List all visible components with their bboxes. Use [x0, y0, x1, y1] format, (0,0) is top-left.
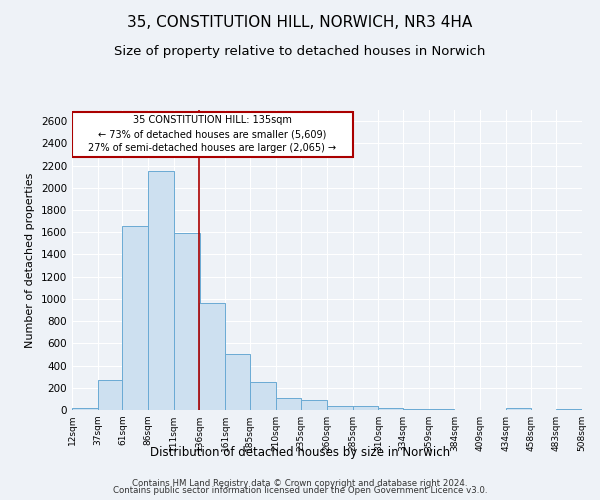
Bar	[403, 409, 429, 410]
Bar	[353, 406, 379, 410]
Text: Contains HM Land Registry data © Crown copyright and database right 2024.: Contains HM Land Registry data © Crown c…	[132, 478, 468, 488]
Bar	[301, 400, 327, 410]
FancyBboxPatch shape	[72, 112, 353, 156]
Bar	[98, 380, 122, 410]
Bar	[275, 398, 301, 410]
Bar	[199, 304, 225, 410]
Bar	[250, 382, 275, 410]
Bar	[327, 406, 353, 410]
Text: 35, CONSTITUTION HILL, NORWICH, NR3 4HA: 35, CONSTITUTION HILL, NORWICH, NR3 4HA	[127, 15, 473, 30]
Text: Distribution of detached houses by size in Norwich: Distribution of detached houses by size …	[150, 446, 450, 459]
Bar	[148, 171, 174, 410]
Bar	[556, 409, 582, 410]
Bar	[379, 408, 403, 410]
Bar	[122, 226, 148, 410]
Bar	[225, 354, 250, 410]
Y-axis label: Number of detached properties: Number of detached properties	[25, 172, 35, 348]
Bar	[174, 234, 199, 410]
Bar	[72, 408, 98, 410]
Text: Contains public sector information licensed under the Open Government Licence v3: Contains public sector information licen…	[113, 486, 487, 495]
Bar	[506, 408, 530, 410]
Text: 35 CONSTITUTION HILL: 135sqm
← 73% of detached houses are smaller (5,609)
27% of: 35 CONSTITUTION HILL: 135sqm ← 73% of de…	[88, 116, 337, 154]
Text: Size of property relative to detached houses in Norwich: Size of property relative to detached ho…	[115, 45, 485, 58]
